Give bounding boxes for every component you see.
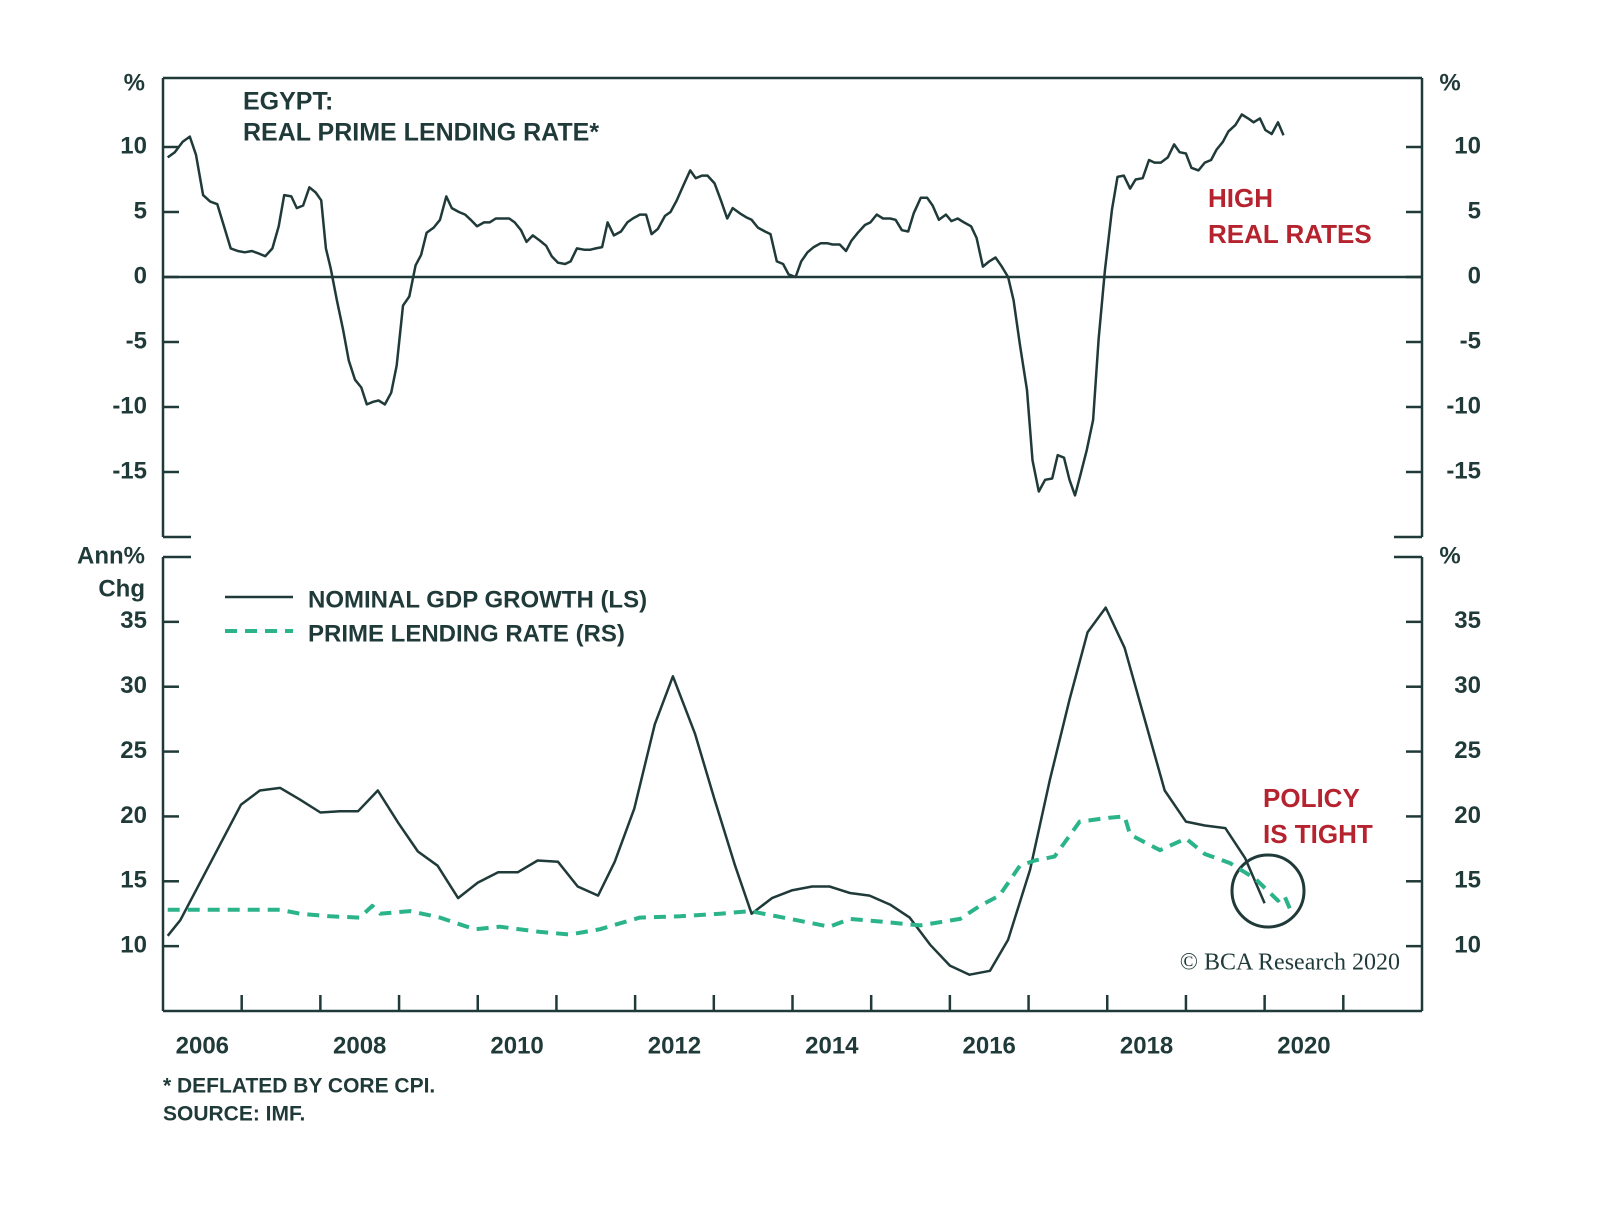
annotation: POLICY: [1263, 783, 1360, 813]
chart-title: EGYPT:: [243, 88, 333, 116]
x-tick-label: 2020: [1277, 1032, 1330, 1059]
y2-axis-label: %: [1439, 69, 1460, 96]
annotation: REAL RATES: [1208, 219, 1372, 249]
annotation: IS TIGHT: [1263, 819, 1373, 849]
legend-label: NOMINAL GDP GROWTH (LS): [308, 586, 647, 613]
y2-tick-label: -5: [1460, 327, 1481, 354]
y2-tick-label: 30: [1454, 672, 1481, 699]
y-tick-label: 10: [120, 132, 147, 159]
y2-tick-label: -10: [1446, 392, 1481, 419]
y-tick-label: -10: [112, 392, 147, 419]
y-tick-label: -5: [126, 327, 147, 354]
y-tick-label: 30: [120, 672, 147, 699]
x-tick-label: 2010: [490, 1032, 543, 1059]
series-line: [167, 814, 1292, 937]
y-tick-label: 10: [120, 931, 147, 958]
highlight-circle: [1230, 853, 1306, 929]
y2-tick-label: 10: [1454, 931, 1481, 958]
annotation: HIGH: [1208, 183, 1273, 213]
x-tick-label: 2012: [648, 1032, 701, 1059]
y-tick-label: -15: [112, 457, 147, 484]
y2-axis-label: %: [1439, 542, 1460, 569]
credit: © BCA Research 2020: [1180, 950, 1400, 976]
y2-tick-label: -15: [1446, 457, 1481, 484]
x-tick-label: 2008: [333, 1032, 386, 1059]
footnote: SOURCE: IMF.: [163, 1103, 305, 1126]
x-tick-label: 2006: [176, 1032, 229, 1059]
y-axis-label: Ann%: [77, 542, 145, 569]
y2-tick-label: 10: [1454, 132, 1481, 159]
legend-label: PRIME LENDING RATE (RS): [308, 620, 625, 647]
y-axis-label: Chg: [98, 575, 145, 602]
y2-tick-label: 25: [1454, 737, 1481, 764]
x-tick-label: 2014: [805, 1032, 859, 1059]
y2-tick-label: 35: [1454, 607, 1481, 634]
x-tick-label: 2018: [1120, 1032, 1173, 1059]
y-tick-label: 5: [134, 197, 147, 224]
y2-tick-label: 15: [1454, 867, 1481, 894]
y-tick-label: 0: [134, 262, 147, 289]
y2-tick-label: 20: [1454, 802, 1481, 829]
y-tick-label: 20: [120, 802, 147, 829]
chart-title: REAL PRIME LENDING RATE*: [243, 119, 599, 147]
y-tick-label: 15: [120, 867, 147, 894]
y-axis-label: %: [124, 69, 145, 96]
y2-tick-label: 0: [1468, 262, 1481, 289]
y-tick-label: 35: [120, 607, 147, 634]
x-tick-label: 2016: [963, 1032, 1016, 1059]
y-tick-label: 25: [120, 737, 147, 764]
y2-tick-label: 5: [1468, 197, 1481, 224]
series-line: [166, 113, 1285, 497]
footnote: * DEFLATED BY CORE CPI.: [163, 1075, 435, 1098]
series-line: [166, 606, 1266, 976]
